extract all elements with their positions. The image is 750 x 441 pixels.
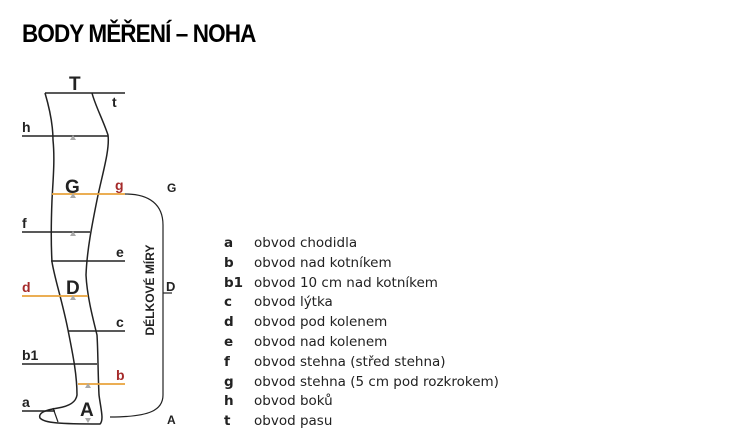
legend-item: b obvod nad kotníkem: [224, 254, 499, 274]
label-d: d: [22, 279, 31, 295]
label-e: e: [116, 244, 124, 260]
legend-key: g: [224, 373, 234, 390]
legend-text: obvod nad kotníkem: [254, 254, 392, 271]
legend-text: obvod pasu: [254, 413, 333, 430]
page-title: BODY MĚŘENÍ – NOHA: [22, 20, 256, 48]
legend-key: b1: [224, 274, 244, 291]
legend-item: b1 obvod 10 cm nad kotníkem: [224, 274, 499, 294]
legend-key: f: [224, 353, 230, 370]
length-point-G: G: [167, 181, 176, 195]
leg-point-G: G: [65, 177, 80, 198]
legend: a obvod chodidla b obvod nad kotníkem b1 ob…: [224, 234, 499, 432]
label-T: T: [69, 74, 81, 95]
length-axis-label: DÉLKOVÉ MÍRY: [142, 245, 157, 336]
length-bracket: [109, 193, 164, 418]
legend-text: obvod pod kolenem: [254, 314, 388, 331]
legend-key: a: [224, 235, 234, 251]
leg-point-A: A: [80, 400, 94, 421]
legend-text: obvod stehna (střed stehna): [254, 353, 446, 370]
legend-item: d obvod pod kolenem: [224, 313, 499, 333]
legend-text: obvod nad kolenem: [254, 333, 388, 350]
marker-triangles: [70, 135, 91, 423]
legend-text: obvod 10 cm nad kotníkem: [254, 274, 438, 291]
legend-item: h obvod boků: [224, 392, 499, 412]
legend-key: b: [224, 254, 234, 271]
legend-key: t: [224, 413, 231, 430]
label-g: g: [115, 177, 124, 193]
legend-item: c obvod lýtka: [224, 293, 499, 313]
label-h: h: [22, 119, 31, 135]
legend-item: g obvod stehna (5 cm pod rozkrokem): [224, 373, 499, 393]
label-b: b: [116, 367, 125, 383]
legend-item: t obvod pasu: [224, 412, 499, 432]
legend-key: c: [224, 294, 233, 311]
leg-point-D: D: [66, 278, 80, 299]
label-a: a: [22, 394, 30, 410]
legend-item: f obvod stehna (střed stehna): [224, 353, 499, 373]
length-point-A: A: [167, 413, 176, 427]
legend-key: d: [224, 314, 234, 331]
label-b1: b1: [22, 347, 39, 363]
legend-item: e obvod nad kolenem: [224, 333, 499, 353]
leg-outline: [38, 92, 110, 425]
legend-key: h: [224, 393, 234, 410]
legend-text: obvod lýtka: [254, 294, 333, 311]
legend-text: obvod boků: [254, 393, 333, 410]
legend-text: obvod stehna (5 cm pod rozkrokem): [254, 373, 499, 390]
legend-text: obvod chodidla: [254, 235, 358, 251]
label-t: t: [112, 94, 117, 110]
legend-item: a obvod chodidla: [224, 234, 499, 254]
length-point-D: D: [166, 279, 175, 294]
label-c: c: [116, 314, 124, 330]
label-f: f: [22, 215, 27, 231]
legend-key: e: [224, 333, 234, 350]
toe-line: [52, 407, 59, 423]
